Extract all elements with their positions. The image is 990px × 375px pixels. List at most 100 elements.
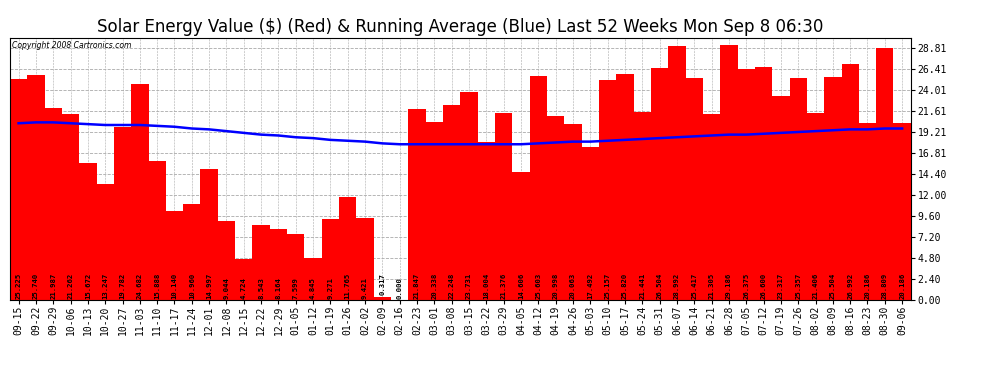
- Bar: [269, 229, 287, 300]
- Bar: [842, 64, 859, 300]
- Bar: [894, 123, 911, 300]
- Text: 23.317: 23.317: [778, 272, 784, 298]
- Bar: [686, 78, 703, 300]
- Text: 14.606: 14.606: [518, 272, 524, 298]
- Text: 25.417: 25.417: [691, 272, 697, 298]
- Bar: [148, 161, 166, 300]
- Text: 9.421: 9.421: [362, 277, 368, 298]
- Text: 26.600: 26.600: [760, 272, 766, 298]
- Text: 18.004: 18.004: [483, 272, 489, 298]
- Bar: [200, 169, 218, 300]
- Text: 13.247: 13.247: [102, 272, 108, 298]
- Text: 25.357: 25.357: [795, 272, 801, 298]
- Bar: [703, 114, 721, 300]
- Text: 20.998: 20.998: [552, 272, 558, 298]
- Text: 21.847: 21.847: [414, 272, 420, 298]
- Bar: [755, 67, 772, 300]
- Bar: [547, 116, 564, 300]
- Bar: [738, 69, 755, 300]
- Bar: [460, 92, 478, 300]
- Bar: [252, 225, 269, 300]
- Bar: [287, 234, 305, 300]
- Text: 28.992: 28.992: [674, 272, 680, 298]
- Bar: [236, 259, 252, 300]
- Text: 4.724: 4.724: [241, 277, 247, 298]
- Text: 7.599: 7.599: [293, 277, 299, 298]
- Bar: [721, 45, 738, 300]
- Text: 14.997: 14.997: [206, 272, 212, 298]
- Bar: [495, 113, 513, 300]
- Text: 21.987: 21.987: [50, 272, 56, 298]
- Bar: [374, 297, 391, 300]
- Text: 25.603: 25.603: [536, 272, 542, 298]
- Bar: [564, 124, 582, 300]
- Bar: [444, 105, 460, 300]
- Bar: [807, 113, 825, 300]
- Text: 15.672: 15.672: [85, 272, 91, 298]
- Text: 21.406: 21.406: [813, 272, 819, 298]
- Bar: [426, 122, 444, 300]
- Bar: [62, 114, 79, 300]
- Text: 8.164: 8.164: [275, 277, 281, 298]
- Bar: [599, 80, 616, 300]
- Bar: [772, 96, 790, 300]
- Bar: [356, 217, 374, 300]
- Bar: [530, 76, 547, 300]
- Text: 9.044: 9.044: [224, 277, 230, 298]
- Bar: [97, 184, 114, 300]
- Bar: [409, 109, 426, 300]
- Bar: [651, 68, 668, 300]
- Bar: [218, 221, 236, 300]
- Bar: [339, 197, 356, 300]
- Bar: [183, 204, 200, 300]
- Text: 20.063: 20.063: [570, 272, 576, 298]
- Text: 25.740: 25.740: [33, 272, 39, 298]
- Text: 22.248: 22.248: [448, 272, 454, 298]
- Bar: [825, 77, 842, 300]
- Text: Copyright 2008 Cartronics.com: Copyright 2008 Cartronics.com: [12, 42, 131, 51]
- Text: 26.992: 26.992: [847, 272, 853, 298]
- Bar: [45, 108, 62, 300]
- Bar: [10, 79, 28, 300]
- Text: 10.960: 10.960: [189, 272, 195, 298]
- Bar: [582, 147, 599, 300]
- Bar: [166, 211, 183, 300]
- Bar: [114, 127, 131, 300]
- Text: 17.492: 17.492: [587, 272, 593, 298]
- Text: 23.731: 23.731: [466, 272, 472, 298]
- Bar: [478, 142, 495, 300]
- Text: 19.782: 19.782: [120, 272, 126, 298]
- Text: 10.140: 10.140: [171, 272, 177, 298]
- Text: 0.317: 0.317: [379, 274, 385, 296]
- Text: 20.186: 20.186: [899, 272, 905, 298]
- Text: 21.262: 21.262: [67, 272, 73, 298]
- Text: 20.338: 20.338: [432, 272, 438, 298]
- Bar: [131, 84, 148, 300]
- Text: 25.157: 25.157: [605, 272, 611, 298]
- Bar: [28, 75, 45, 300]
- Bar: [322, 219, 339, 300]
- Text: 9.271: 9.271: [328, 277, 334, 298]
- Text: 15.888: 15.888: [154, 272, 160, 298]
- Text: 26.375: 26.375: [743, 272, 749, 298]
- Bar: [876, 48, 894, 300]
- Bar: [616, 74, 634, 300]
- Text: 8.543: 8.543: [258, 277, 264, 298]
- Text: 11.765: 11.765: [345, 272, 350, 298]
- Text: 25.225: 25.225: [16, 272, 22, 298]
- Bar: [305, 258, 322, 300]
- Text: 4.845: 4.845: [310, 277, 316, 298]
- Text: 29.186: 29.186: [726, 272, 732, 298]
- Text: 21.376: 21.376: [501, 272, 507, 298]
- Text: 25.504: 25.504: [830, 272, 836, 298]
- Text: 0.000: 0.000: [397, 277, 403, 298]
- Bar: [859, 123, 876, 300]
- Bar: [634, 112, 651, 300]
- Title: Solar Energy Value ($) (Red) & Running Average (Blue) Last 52 Weeks Mon Sep 8 06: Solar Energy Value ($) (Red) & Running A…: [97, 18, 824, 36]
- Text: 25.820: 25.820: [622, 272, 628, 298]
- Bar: [790, 78, 807, 300]
- Text: 26.504: 26.504: [656, 272, 662, 298]
- Text: 28.809: 28.809: [882, 272, 888, 298]
- Text: 21.305: 21.305: [709, 272, 715, 298]
- Text: 24.682: 24.682: [137, 272, 143, 298]
